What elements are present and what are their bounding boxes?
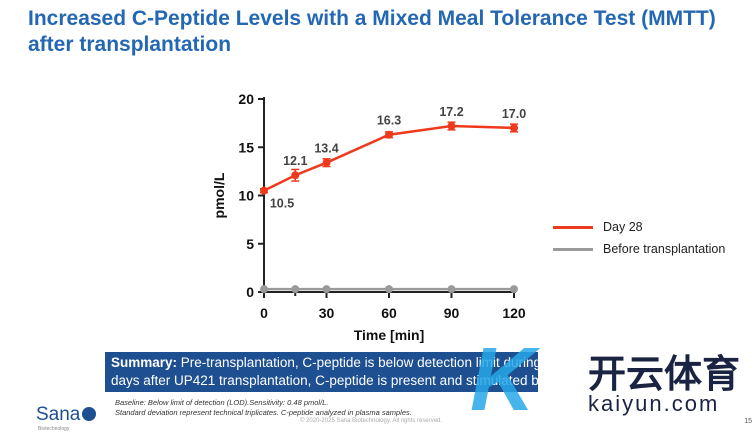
- data-point: [322, 285, 331, 294]
- data-point: [447, 122, 456, 131]
- sana-logo: Sana Biotechnology: [36, 404, 97, 432]
- data-point: [510, 123, 518, 132]
- data-point: [260, 285, 268, 294]
- footnote: Standard deviation represent technical t…: [115, 408, 412, 417]
- data-point: [291, 171, 300, 180]
- y-tick-label: 15: [238, 139, 254, 155]
- summary-box: Summary: Pre-transplantation, C-peptide …: [105, 352, 538, 392]
- footnote: Baseline: Below limit of detection (LOD)…: [115, 398, 329, 407]
- logo-sub: Biotechnology: [38, 426, 70, 432]
- summary-text-2: days after UP421 transplantation, C-pept…: [111, 373, 538, 388]
- data-point: [260, 186, 268, 195]
- summary-label: Summary:: [111, 355, 178, 370]
- data-label: 12.1: [283, 154, 307, 168]
- data-point: [291, 285, 300, 294]
- data-point: [385, 285, 393, 294]
- y-tick-label: 10: [238, 188, 254, 204]
- data-point: [322, 158, 331, 167]
- logo-text: Sana: [36, 404, 81, 425]
- series-line: [263, 124, 515, 192]
- x-axis-label: Time [min]: [354, 327, 425, 343]
- logo-dot-icon: [82, 407, 97, 421]
- x-tick-label: 60: [381, 305, 397, 321]
- page-title: Increased C-Peptide Levels with a Mixed …: [28, 7, 716, 56]
- legend-item-before: Before transplantation: [553, 238, 725, 260]
- data-label: 13.4: [314, 142, 338, 156]
- y-tick-label: 0: [246, 284, 254, 300]
- x-tick-label: 90: [444, 305, 460, 321]
- x-tick-label: 0: [260, 305, 268, 321]
- summary-text: Pre-transplantation, C-peptide is below …: [180, 355, 538, 370]
- data-point: [385, 130, 393, 139]
- copyright: © 2020-2025 Sana Biotechnology. All righ…: [300, 418, 443, 424]
- data-label: 16.3: [377, 114, 401, 128]
- data-point: [447, 285, 456, 294]
- data-label: 17.2: [439, 105, 463, 119]
- y-tick-label: 20: [238, 91, 254, 107]
- legend: Day 28 Before transplantation: [553, 216, 725, 260]
- legend-swatch: [553, 225, 593, 229]
- y-axis-label: pmol/L: [211, 172, 227, 218]
- legend-label: Day 28: [603, 220, 643, 234]
- x-tick-label: 30: [319, 305, 335, 321]
- legend-swatch: [553, 247, 593, 251]
- x-tick-label: 120: [502, 305, 526, 321]
- legend-item-day28: Day 28: [553, 216, 725, 238]
- footnotes: Baseline: Below limit of detection (LOD)…: [115, 398, 412, 418]
- data-label: 17.0: [502, 107, 526, 121]
- data-point: [510, 285, 518, 294]
- legend-label: Before transplantation: [603, 242, 726, 256]
- data-label: 10.5: [270, 197, 294, 211]
- y-tick-label: 5: [246, 236, 254, 252]
- page-number: 15: [744, 418, 752, 425]
